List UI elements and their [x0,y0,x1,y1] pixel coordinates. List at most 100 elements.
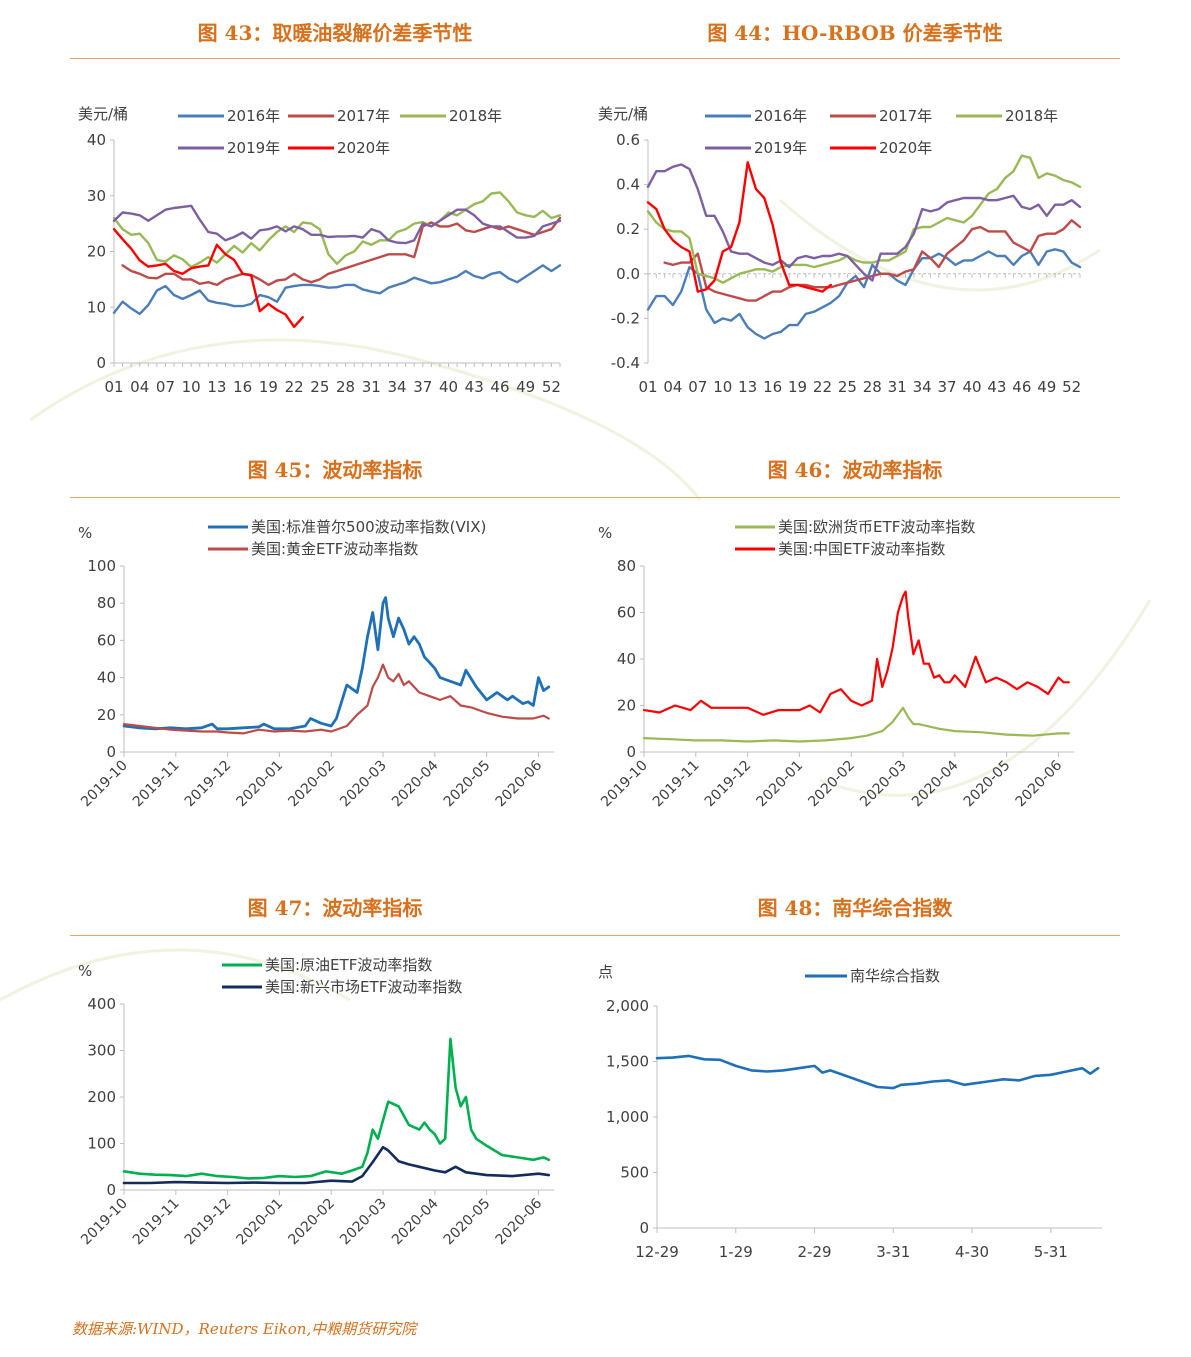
x-tick-label: 40 [439,378,458,394]
x-tick-label: 13 [207,378,226,394]
legend-label: 2019年 [227,139,280,157]
x-tick-label: 04 [130,378,149,394]
series-line [663,219,1082,302]
series-line [122,663,550,735]
legend-label: 南华综合指数 [850,967,940,985]
x-tick-label: 37 [413,378,432,394]
legend-label: 2020年 [879,139,932,157]
x-tick-label: 12-29 [635,1243,679,1261]
y-tick-label: 500 [620,1164,649,1182]
chart-panel-44: 图 44：HO-RBOB 价差季节性 美元/桶 -0.4 -0.2 0.0 0.2 0.4… [590,12,1120,402]
y-tick-label: 10 [87,298,106,316]
chart-svg: 美元/桶 -0.4 -0.2 0.0 0.2 0.4 0.6 01 04 07 10 13 16 19 22… [598,105,1082,394]
x-tick-label: 2019-11 [130,1196,183,1249]
x-tick-label: 2019-12 [182,1196,235,1249]
y-tick-label: 20 [97,706,116,724]
y-tick-label: 100 [87,557,116,575]
legend-label: 2016年 [227,107,280,125]
x-tick-label: 28 [336,378,355,394]
y-tick-label: 40 [617,650,636,668]
x-tick-label: 1-29 [719,1243,753,1261]
x-tick-label: 16 [763,378,782,394]
y-tick-label: 100 [87,1135,116,1153]
y-tick-label: 80 [617,557,636,575]
series-line [642,706,1070,743]
x-tick-label: 25 [838,378,857,394]
x-tick-label: 07 [688,378,707,394]
title-divider [590,58,1120,59]
series-line [112,264,562,316]
x-tick-label: 2020-02 [285,1196,338,1249]
y-tick-label: 0 [639,1219,649,1237]
legend-label: 2020年 [337,139,390,157]
x-tick-label: 2020-06 [493,757,546,810]
y-axis-unit-label: % [78,962,92,980]
x-tick-label: 16 [233,378,252,394]
legend-label: 美国:黄金ETF波动率指数 [251,540,418,558]
x-tick-label: 2020-03 [857,758,910,811]
title-divider [70,58,600,59]
chart-title: 图 44：HO-RBOB 价差季节性 [707,21,1003,45]
x-tick-label: 5-31 [1034,1243,1068,1261]
x-tick-label: 2020-05 [961,758,1014,811]
x-tick-label: 2020-01 [234,1196,287,1249]
x-tick-label: 19 [259,378,278,394]
x-tick-label: 10 [713,378,732,394]
y-axis-unit-label: 美元/桶 [598,105,648,123]
y-tick-label: 0 [626,743,636,761]
legend-label: 2018年 [1005,107,1058,125]
x-tick-label: 52 [542,378,561,394]
series-line [646,163,1082,282]
chart-panel-46: 图 46：波动率指标 % 0 20 40 60 80 2019-10 2019-11 2019-… [590,452,1120,852]
legend-label: 2018年 [449,107,502,125]
x-tick-label: 34 [387,378,406,394]
title-divider [70,497,600,498]
chart-panel-48: 图 48：南华综合指数 点 0 500 1,000 1,500 2,000 12-29 1-2… [590,890,1120,1290]
legend-label: 美国:新兴市场ETF波动率指数 [265,978,462,996]
x-tick-label: 2020-05 [441,758,494,811]
y-tick-label: 0.6 [616,131,640,149]
y-tick-label: 30 [87,187,106,205]
x-tick-label: 2020-03 [337,758,390,811]
legend-label: 2017年 [879,107,932,125]
x-tick-label: 46 [1012,378,1031,394]
x-tick-label: 2-29 [797,1243,831,1261]
chart-title: 图 46：波动率指标 [767,458,943,482]
x-tick-label: 01 [638,378,657,394]
x-tick-label: 01 [104,378,123,394]
y-tick-label: 0 [96,354,106,372]
title-divider [590,935,1120,936]
x-tick-label: 25 [310,378,329,394]
chart-title: 图 48：南华综合指数 [757,896,953,920]
y-tick-label: 40 [87,131,106,149]
x-tick-label: 2019-11 [650,758,703,811]
y-axis-unit-label: % [598,524,612,542]
x-tick-label: 43 [465,378,484,394]
y-tick-label: 60 [617,604,636,622]
x-tick-label: 2019-11 [130,758,183,811]
x-tick-label: 52 [1062,378,1081,394]
x-tick-label: 10 [182,378,201,394]
y-tick-label: 0.4 [616,176,640,194]
y-tick-label: 40 [97,669,116,687]
x-tick-label: 40 [962,378,981,394]
x-tick-label: 2020-06 [1013,757,1066,810]
x-tick-label: 2019-12 [702,758,755,811]
x-tick-label: 2020-02 [285,758,338,811]
y-tick-label: 300 [87,1042,116,1060]
x-tick-label: 07 [156,378,175,394]
title-divider [590,497,1120,498]
x-tick-label: 2020-01 [234,758,287,811]
legend-label: 2016年 [754,107,807,125]
series-line [122,1145,551,1185]
x-tick-label: 2020-01 [754,758,807,811]
y-tick-label: 2,000 [606,997,649,1015]
x-tick-label: 43 [987,378,1006,394]
x-tick-label: 3-31 [876,1243,910,1261]
series-line [122,596,551,731]
series-line [646,154,1082,284]
x-tick-label: 19 [788,378,807,394]
y-tick-label: 1,000 [606,1108,649,1126]
x-tick-label: 13 [738,378,757,394]
